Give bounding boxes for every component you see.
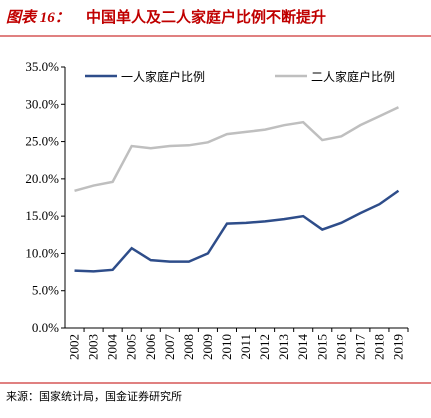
legend-label: 二人家庭户比例 [311,69,395,84]
x-tick-label: 2002 [67,334,82,360]
x-tick-label: 2016 [333,334,348,361]
x-tick-label: 2011 [238,334,253,360]
x-tick-label: 2013 [276,334,291,360]
x-tick-label: 2008 [181,334,196,360]
source: 来源：国家统计局，国金证券研究所 [6,389,182,403]
x-tick-label: 2005 [124,334,139,360]
x-tick-label: 2006 [143,334,158,361]
x-tick-label: 2003 [86,334,101,360]
x-tick-label: 2015 [314,334,329,360]
y-tick-label: 5.0% [32,283,59,298]
y-tick-label: 10.0% [25,245,59,260]
x-tick-label: 2012 [257,334,272,360]
title-prefix: 图表 16： [6,9,70,26]
x-tick-label: 2019 [390,334,405,360]
x-tick-label: 2017 [352,334,367,361]
y-tick-label: 25.0% [25,134,59,149]
series-line [74,189,400,273]
x-tick-label: 2009 [200,334,215,360]
y-tick-label: 0.0% [32,320,59,335]
y-tick-label: 30.0% [25,96,59,111]
legend-label: 一人家庭户比例 [121,69,205,84]
y-tick-label: 15.0% [25,208,59,223]
chart-title: 中国单人及二人家庭户比例不断提升 [86,8,326,26]
x-tick-label: 2010 [219,334,234,360]
y-tick-label: 20.0% [25,171,59,186]
x-tick-label: 2018 [371,334,386,360]
y-tick-label: 35.0% [25,59,59,74]
x-tick-label: 2014 [295,334,310,361]
x-tick-label: 2004 [105,334,120,361]
series-line [74,106,400,192]
x-tick-label: 2007 [162,334,177,361]
